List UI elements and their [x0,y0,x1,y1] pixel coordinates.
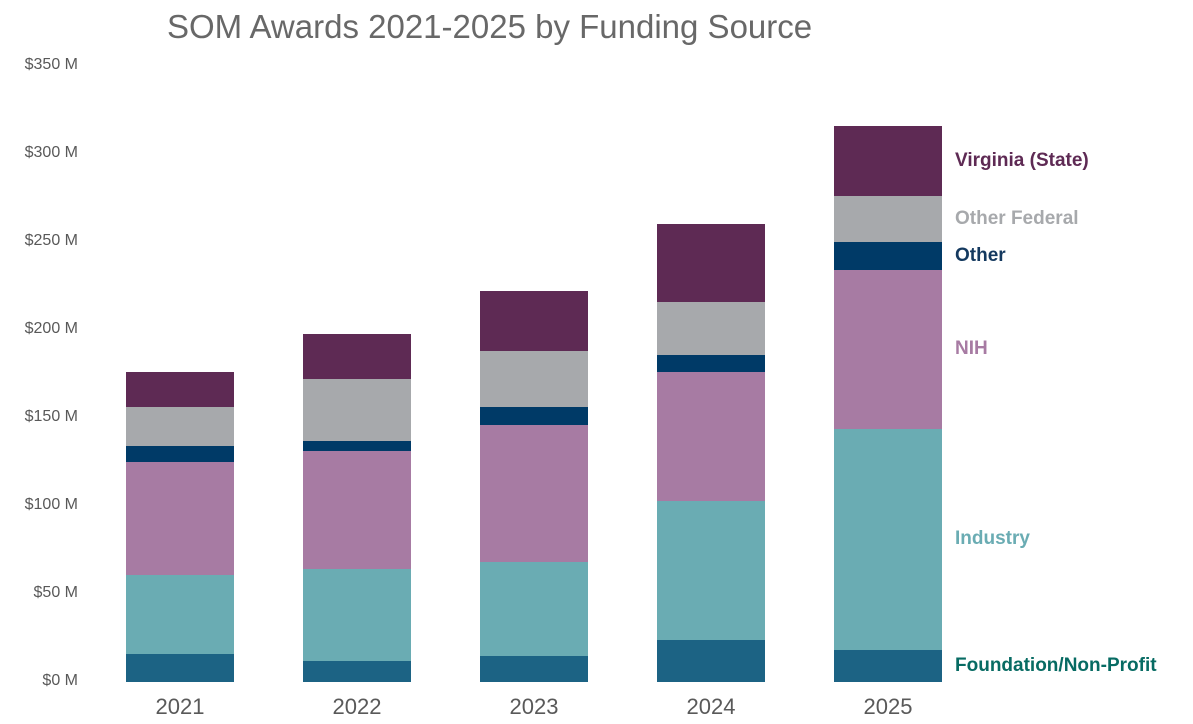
legend-label-other: Other [955,245,1006,267]
y-tick-150: $150 M [24,408,78,425]
bar-2023-segment-other-federal [480,351,588,408]
bar-2022-segment-other [303,440,411,452]
bar-2024-segment-industry [657,500,765,640]
bar-2024-segment-virginia-state [657,224,765,302]
bar-2021-segment-industry [126,574,234,654]
x-tick-2024: 2024 [686,694,736,719]
bar-2024 [657,224,765,682]
bar-2024-segment-foundation-non-profit [657,639,765,682]
x-tick-2025: 2025 [863,694,913,719]
bar-2021-segment-other [126,446,234,462]
bar-2024-segment-other-federal [657,301,765,355]
y-tick-0: $0 M [42,672,78,689]
bar-2022 [303,333,411,682]
bar-2023-segment-virginia-state [480,291,588,352]
bar-2022-segment-other-federal [303,379,411,441]
bar-2023-segment-other [480,407,588,426]
bar-2025-segment-other-federal [834,196,942,242]
bar-2023-segment-industry [480,562,588,656]
x-tick-2021: 2021 [155,694,205,719]
chart-title: SOM Awards 2021-2025 by Funding Source [167,8,813,45]
bar-2025-segment-industry [834,428,942,651]
bar-2025-segment-foundation-non-profit [834,650,942,682]
bar-2024-segment-nih [657,372,765,501]
bar-2021-segment-foundation-non-profit [126,653,234,682]
bar-2023 [480,291,588,682]
bar-2022-segment-industry [303,569,411,661]
x-tick-2023: 2023 [509,694,559,719]
y-tick-100: $100 M [24,496,78,513]
bar-2022-segment-foundation-non-profit [303,660,411,682]
bar-2021-segment-nih [126,461,234,575]
legend-label-virginia-state: Virginia (State) [955,150,1089,172]
bar-2021-segment-other-federal [126,407,234,447]
y-tick-200: $200 M [24,320,78,337]
bar-2022-segment-nih [303,451,411,570]
y-tick-350: $350 M [24,56,78,73]
bar-2025-segment-other [834,241,942,271]
y-tick-300: $300 M [24,144,78,161]
bar-2021-segment-virginia-state [126,372,234,408]
bar-2022-segment-virginia-state [303,333,411,380]
bar-2025 [834,125,942,682]
bar-2025-segment-nih [834,270,942,429]
x-tick-2022: 2022 [332,694,382,719]
bar-2024-segment-other [657,354,765,373]
legend-label-nih: NIH [955,338,988,360]
bar-2021 [126,372,234,682]
y-tick-250: $250 M [24,232,78,249]
legend-label-other-federal: Other Federal [955,208,1079,230]
bar-2023-segment-foundation-non-profit [480,655,588,682]
legend-label-foundation-non-profit: Foundation/Non-Profit [955,655,1157,677]
legend-label-industry: Industry [955,528,1030,550]
bar-2023-segment-nih [480,425,588,563]
y-tick-50: $50 M [33,584,78,601]
bar-2025-segment-virginia-state [834,125,942,197]
